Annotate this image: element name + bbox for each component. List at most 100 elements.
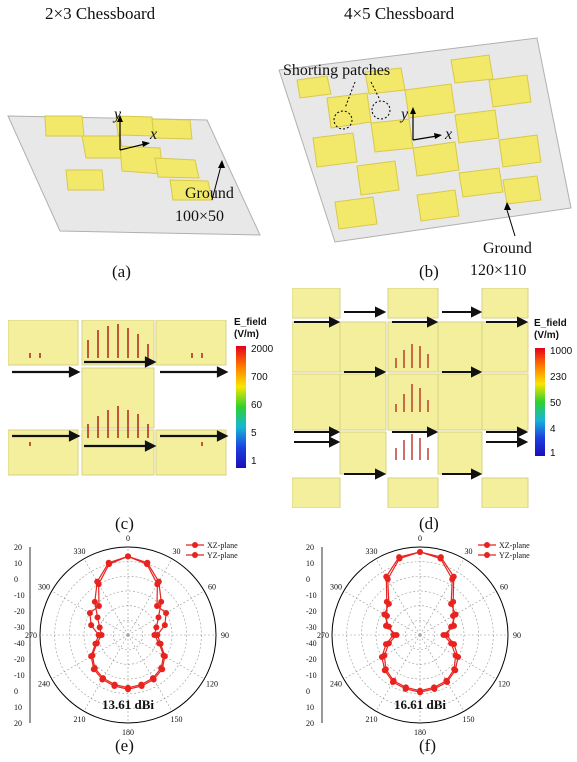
legend-label: XZ-plane — [499, 541, 530, 550]
data-point — [95, 581, 102, 588]
caption-b: (b) — [419, 262, 439, 281]
patch — [312, 132, 358, 168]
patch — [155, 320, 227, 366]
x-axis-arrow — [119, 143, 146, 151]
data-point — [448, 600, 455, 607]
data-point — [384, 576, 391, 583]
data-point — [150, 676, 157, 683]
colorbar-tick: 1 — [251, 456, 257, 467]
polar-radial-tick: -30 — [306, 623, 317, 632]
patch — [292, 373, 341, 431]
patch — [412, 141, 460, 177]
data-point — [95, 602, 102, 609]
patch — [481, 321, 529, 373]
data-point — [94, 614, 101, 621]
patch — [339, 373, 387, 431]
polar-angle-label: 180 — [414, 728, 426, 735]
polar-angle-label: 240 — [330, 680, 342, 689]
data-point — [106, 561, 113, 568]
polar-radial-tick: -20 — [14, 655, 25, 664]
polar-angle-label: 60 — [208, 583, 216, 592]
gain-annotation: 13.61 dBi — [102, 697, 154, 712]
polar-plot-e: 0 30 60 90 120 150 180 210 240 270 300 330 20 10 0 -10 -… — [14, 535, 238, 735]
caption-d: (d) — [419, 514, 439, 533]
polar-angle-label: 270 — [25, 631, 37, 640]
shorting-patches-label: Shorting patches — [283, 62, 391, 79]
patch — [292, 288, 341, 319]
data-point — [157, 640, 164, 647]
polar-grid-circle — [113, 620, 143, 650]
patch — [339, 431, 387, 475]
data-point — [91, 598, 98, 605]
polar-radial-tick: 10 — [306, 703, 314, 712]
polar-radial-tick: -40 — [14, 639, 25, 648]
patch — [8, 429, 79, 476]
legend-label: XZ-plane — [207, 541, 238, 550]
polar-angle-label: 210 — [366, 715, 378, 724]
x-axis-label-b: x — [445, 126, 453, 143]
ground-dims-b: 120×110 — [470, 262, 527, 279]
polar-radial-tick: -10 — [14, 591, 25, 600]
patch — [356, 160, 400, 196]
colorbar-tick: 700 — [251, 372, 268, 383]
y-axis-label-b: y — [401, 106, 409, 123]
polar-radial-tick: -40 — [306, 639, 317, 648]
patch — [481, 373, 529, 431]
data-point — [88, 653, 95, 660]
gain-annotation: 16.61 dBi — [394, 697, 446, 712]
caption-e: (e) — [115, 736, 134, 755]
shorting-patch-marker — [371, 100, 391, 120]
polar-angle-label: 300 — [330, 583, 342, 592]
polar-angle-label: 240 — [38, 680, 50, 689]
data-point — [452, 667, 459, 674]
patch — [296, 75, 332, 99]
data-point — [161, 653, 168, 660]
data-point — [437, 555, 444, 562]
polar-radial-tick: 20 — [14, 719, 22, 728]
data-point — [431, 685, 438, 692]
data-point — [161, 622, 168, 629]
polar-angle-label: 60 — [500, 583, 508, 592]
patch — [292, 321, 341, 373]
patch — [81, 135, 125, 159]
colorbar-d — [535, 348, 545, 456]
legend-label: YZ-plane — [207, 551, 238, 560]
polar-angle-label: 90 — [513, 631, 521, 640]
polar-angle-label: 270 — [317, 631, 329, 640]
patch — [387, 373, 439, 431]
data-point — [385, 623, 392, 630]
polar-radial-tick: 20 — [14, 543, 22, 552]
data-point — [417, 548, 423, 555]
data-point — [111, 683, 118, 690]
data-point — [154, 602, 161, 609]
polar-angle-label: 0 — [126, 535, 130, 543]
polar-grid-circle — [405, 620, 435, 650]
polar-angle-label: 120 — [206, 680, 218, 689]
data-point — [417, 689, 423, 696]
patch — [44, 115, 85, 137]
caption-c: (c) — [115, 514, 134, 533]
data-point — [158, 598, 165, 605]
polar-radial-tick: 10 — [306, 559, 314, 568]
colorbar-tick: 1000 — [550, 346, 573, 357]
patch — [339, 321, 387, 373]
patch — [481, 288, 529, 319]
data-point — [154, 581, 161, 588]
x-axis-arrow — [412, 135, 438, 141]
patch — [437, 431, 483, 475]
polar-grid-circle — [39, 546, 217, 724]
panel-a-geometry — [7, 115, 261, 236]
data-point — [452, 611, 459, 618]
title-2x3: 2×3 Chessboard — [45, 4, 156, 23]
patch — [450, 54, 494, 84]
legend-label: YZ-plane — [499, 551, 530, 560]
patch — [154, 157, 200, 179]
patch — [498, 134, 542, 168]
x-axis-label-a: x — [150, 126, 158, 143]
polar-angle-label: 330 — [74, 547, 86, 556]
colorbar-unit-c: (V/m) — [234, 329, 259, 340]
data-point — [163, 610, 170, 616]
patch — [481, 477, 529, 508]
data-point — [138, 683, 145, 690]
patch — [151, 118, 193, 140]
